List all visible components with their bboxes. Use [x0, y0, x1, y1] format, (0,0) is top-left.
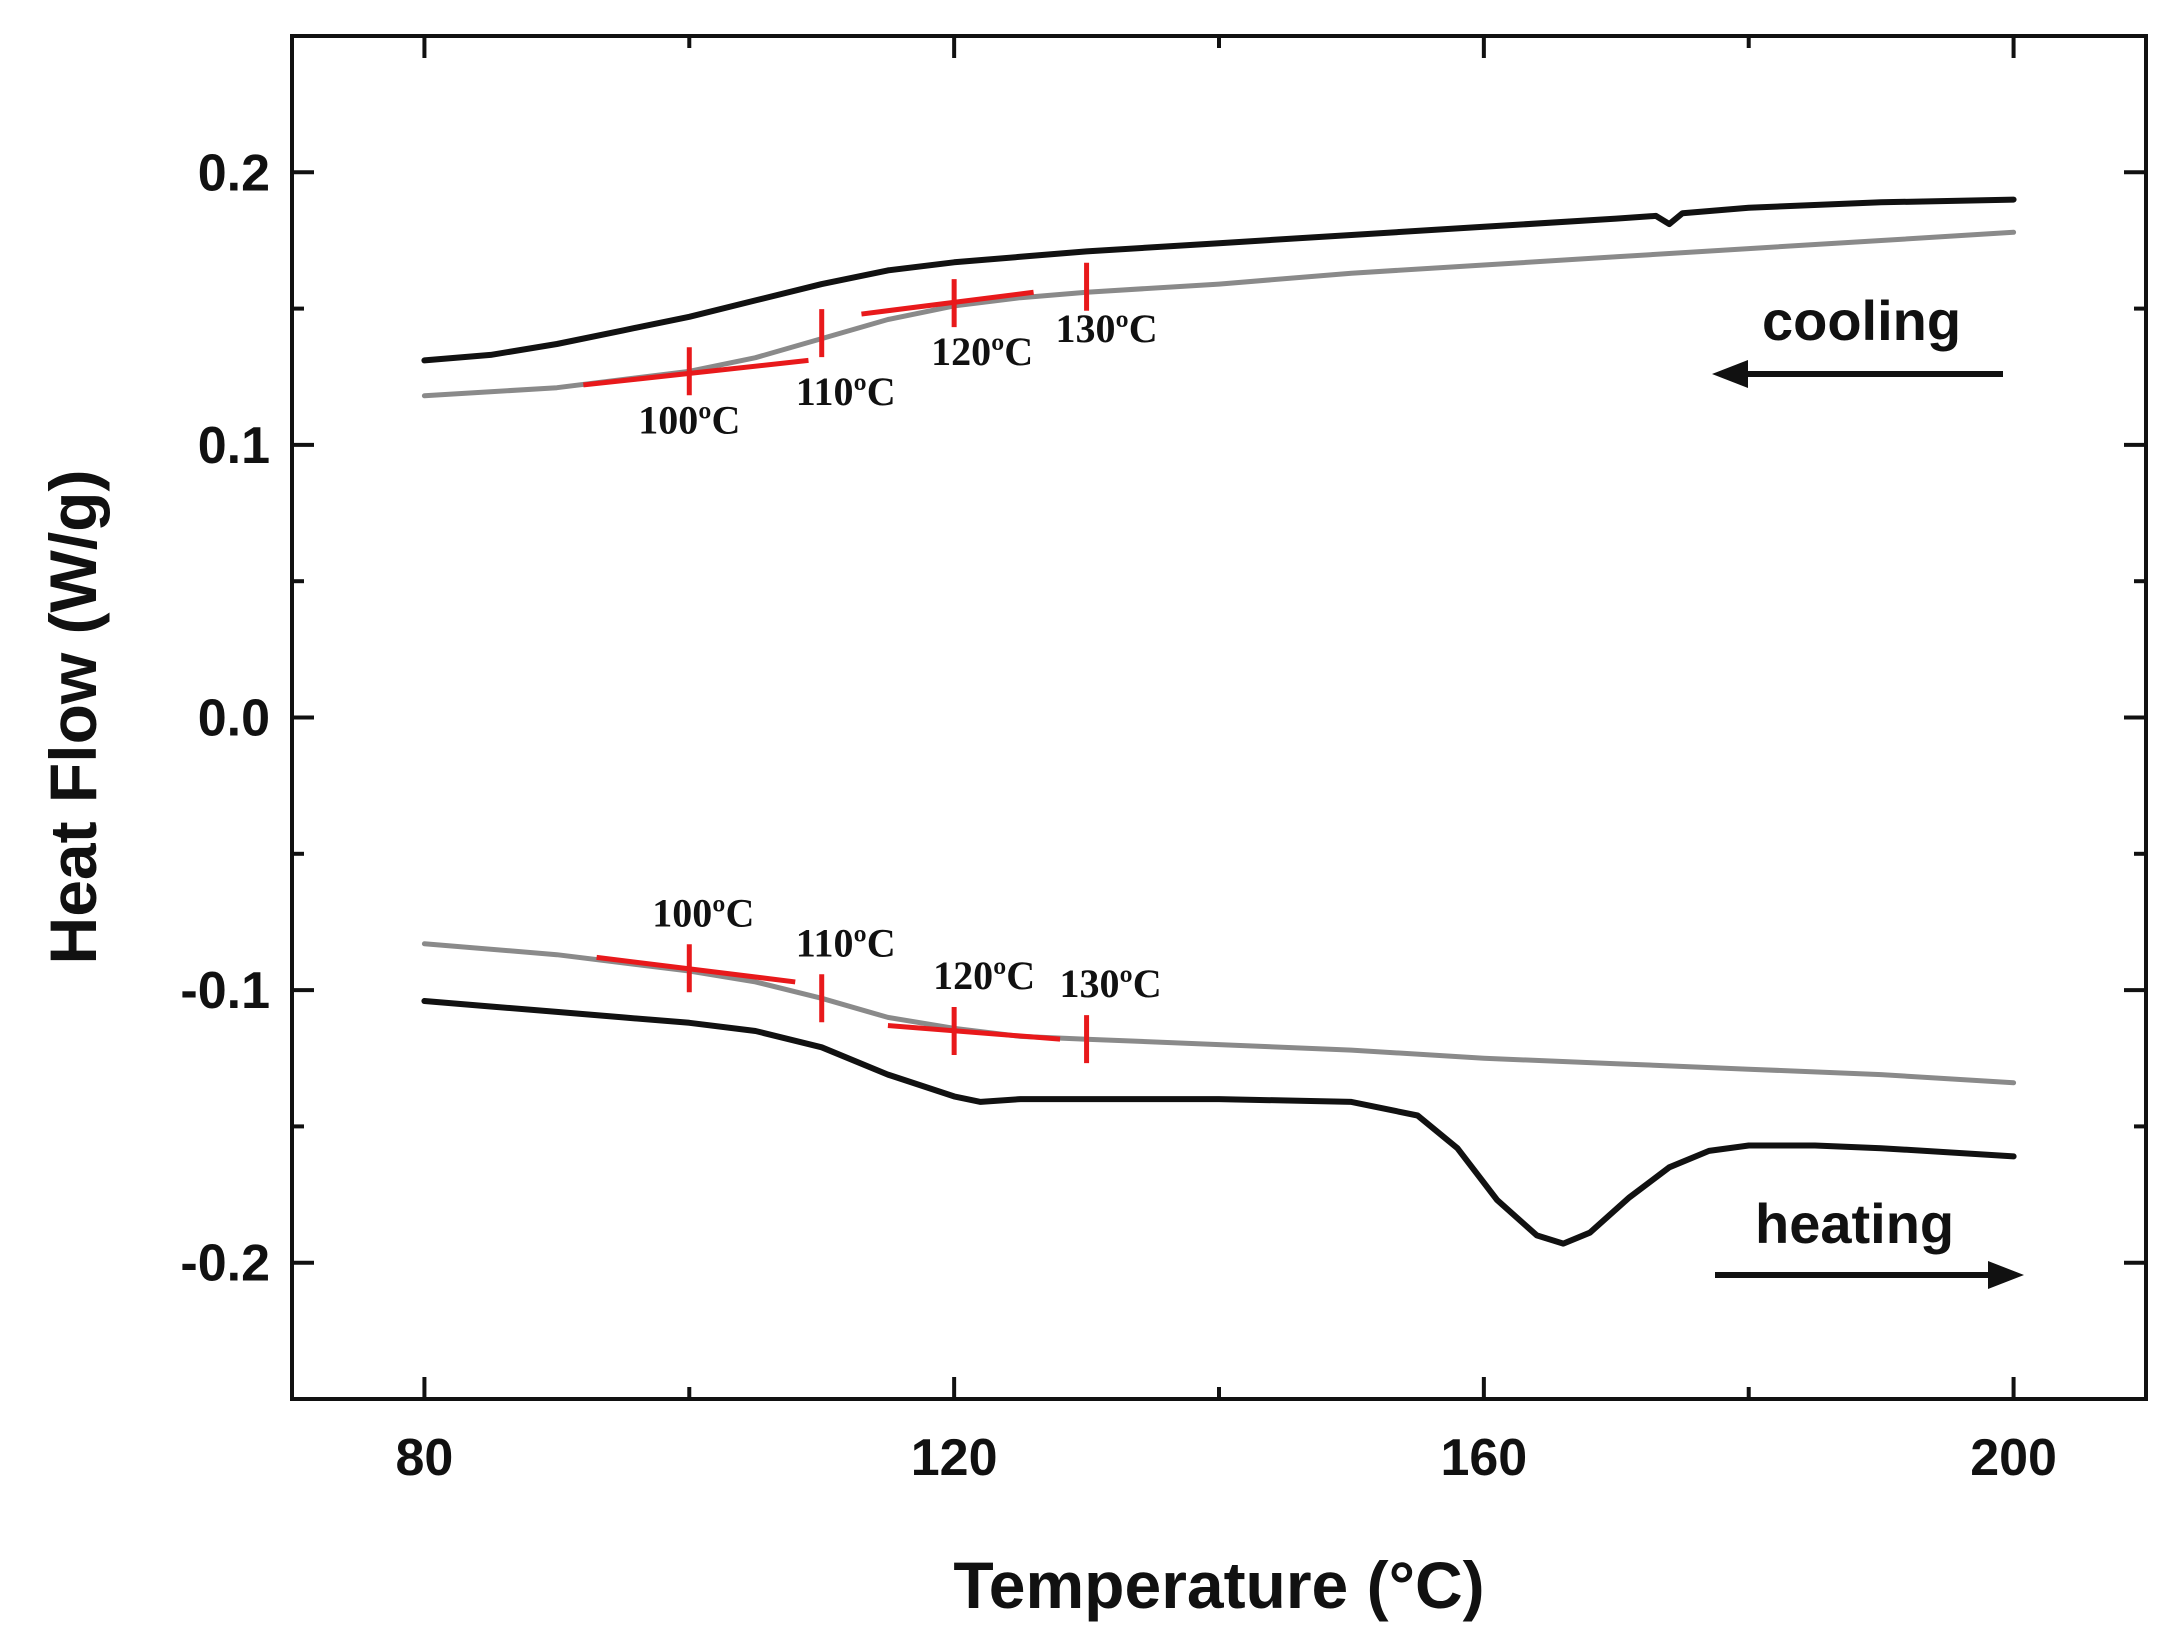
cooling-grey-curve [421, 229, 2017, 399]
tangent-line [596, 954, 796, 985]
tangent-layer [583, 289, 1061, 1042]
temperature-marker-label: 100ºC [638, 397, 740, 442]
y-tick-label: 0.2 [198, 144, 270, 202]
temperature-marker-label: 110ºC [796, 920, 896, 965]
annotation-layer: cooling heating [1712, 289, 2024, 1289]
heating-arrow-head [1988, 1261, 2024, 1289]
tangent-line [583, 357, 809, 388]
y-tick-label: -0.2 [180, 1235, 270, 1293]
heating-label: heating [1755, 1192, 1954, 1255]
cooling-label: cooling [1762, 289, 1961, 352]
series-layer [421, 196, 2017, 1247]
cooling-black-curve [421, 196, 2017, 364]
tangent-line [887, 1023, 1061, 1042]
temperature-marker-label: 100ºC [652, 890, 754, 935]
temperature-marker-label: 120ºC [933, 953, 1035, 998]
tangent-line [861, 289, 1034, 317]
marker-layer: 100ºC 110ºC 120ºC 130ºC 100ºC 110ºC 120ºC 130ºC [638, 262, 1162, 1064]
x-tick-label: 200 [1970, 1429, 2057, 1487]
temperature-marker-label: 130ºC [1056, 306, 1158, 351]
y-tick-label: -0.1 [180, 962, 270, 1020]
temperature-marker-label: 110ºC [796, 369, 896, 414]
heating-black-curve [421, 998, 2017, 1247]
x-tick-label: 160 [1440, 1429, 1527, 1487]
x-tick-label: 80 [396, 1429, 454, 1487]
y-axis-label: Heat Flow (W/g) [36, 470, 110, 965]
y-tick-label: 0.1 [198, 417, 270, 475]
axis-ticks [292, 36, 2146, 1399]
x-axis-label: Temperature (°C) [953, 1548, 1484, 1622]
y-tick-label: 0.0 [198, 690, 270, 748]
cooling-arrow-head [1712, 360, 1748, 388]
x-tick-label: 120 [911, 1429, 998, 1487]
temperature-marker-label: 130ºC [1060, 961, 1162, 1006]
temperature-marker-label: 120ºC [931, 329, 1033, 374]
axis-tick-labels: 80 120 160 200 -0.2 -0.1 0.0 0.1 0.2 [180, 144, 2057, 1487]
